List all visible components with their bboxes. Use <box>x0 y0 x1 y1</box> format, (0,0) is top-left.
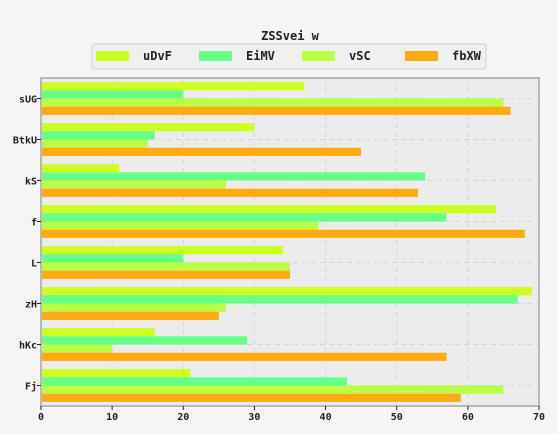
bar-BtkU-EiMV <box>41 131 155 140</box>
bar-BtkU-uDvF <box>41 123 255 132</box>
bar-f-uDvF <box>41 205 497 214</box>
bar-BtkU-fbXW <box>41 147 362 156</box>
bar-hKc-fbXW <box>41 352 447 361</box>
bar-L-fbXW <box>41 270 290 279</box>
legend-swatch-fbXW <box>405 51 438 61</box>
legend-label-vSC: vSC <box>349 49 371 63</box>
bar-kS-fbXW <box>41 188 419 197</box>
bar-kS-vSC <box>41 180 226 189</box>
x-tick-label-4: 40 <box>320 412 332 423</box>
bar-f-vSC <box>41 221 319 230</box>
y-tick-label-kS: kS <box>25 177 37 188</box>
y-tick-label-L: L <box>31 259 37 270</box>
x-tick-label-2: 20 <box>177 412 189 423</box>
x-axis: 0 10 20 30 40 50 60 70 <box>38 406 545 423</box>
legend-label-fbXW: fbXW <box>452 49 482 63</box>
y-tick-label-Fj: Fj <box>25 381 37 393</box>
bar-Fj-fbXW <box>41 393 461 402</box>
bar-BtkU-vSC <box>41 139 148 148</box>
bar-Fj-uDvF <box>41 369 191 378</box>
bar-f-fbXW <box>41 229 525 238</box>
x-tick-label-6: 60 <box>462 412 474 423</box>
legend-swatch-EiMV <box>199 51 232 61</box>
legend-swatch-vSC <box>302 51 335 61</box>
bar-sUG-fbXW <box>41 106 511 115</box>
legend-box <box>91 43 487 70</box>
legend-label-uDvF: uDvF <box>143 49 172 63</box>
bar-Fj-EiMV <box>41 377 347 386</box>
bar-sUG-EiMV <box>41 90 184 99</box>
bar-kS-uDvF <box>41 164 120 173</box>
legend-label-EiMV: EiMV <box>246 49 275 63</box>
bar-zH-vSC <box>41 303 226 312</box>
bar-L-uDvF <box>41 246 283 255</box>
y-tick-label-zH: zH <box>25 300 37 311</box>
bar-hKc-uDvF <box>41 328 155 337</box>
legend: uDvF EiMV vSC fbXW <box>91 43 487 70</box>
y-tick-label-BtkU: BtkU <box>13 136 37 147</box>
x-tick-label-1: 10 <box>106 412 118 423</box>
bar-kS-EiMV <box>41 172 426 181</box>
bar-f-EiMV <box>41 213 447 222</box>
bar-sUG-vSC <box>41 98 504 107</box>
chart-title: ZSSvei w <box>261 29 320 43</box>
x-tick-label-0: 0 <box>38 412 44 423</box>
bar-L-vSC <box>41 262 290 271</box>
bar-zH-uDvF <box>41 287 532 296</box>
bar-sUG-uDvF <box>41 82 305 91</box>
bar-hKc-vSC <box>41 344 113 353</box>
bars <box>41 82 532 402</box>
legend-swatch-uDvF <box>96 51 129 61</box>
x-tick-label-5: 50 <box>391 412 403 423</box>
y-tick-label-hKc: hKc <box>19 341 37 352</box>
bar-L-EiMV <box>41 254 184 263</box>
bar-Fj-vSC <box>41 385 504 394</box>
x-tick-label-7: 70 <box>533 412 545 423</box>
bar-zH-fbXW <box>41 311 219 320</box>
y-axis: sUG BtkU kS f LzH hKc Fj <box>13 95 41 393</box>
y-tick-label-sUG: sUG <box>19 95 37 106</box>
y-tick-label-f: f <box>31 218 37 229</box>
bar-hKc-EiMV <box>41 336 248 345</box>
bar-zH-EiMV <box>41 295 518 304</box>
plot-frame <box>40 77 540 407</box>
x-tick-label-3: 30 <box>248 412 260 423</box>
